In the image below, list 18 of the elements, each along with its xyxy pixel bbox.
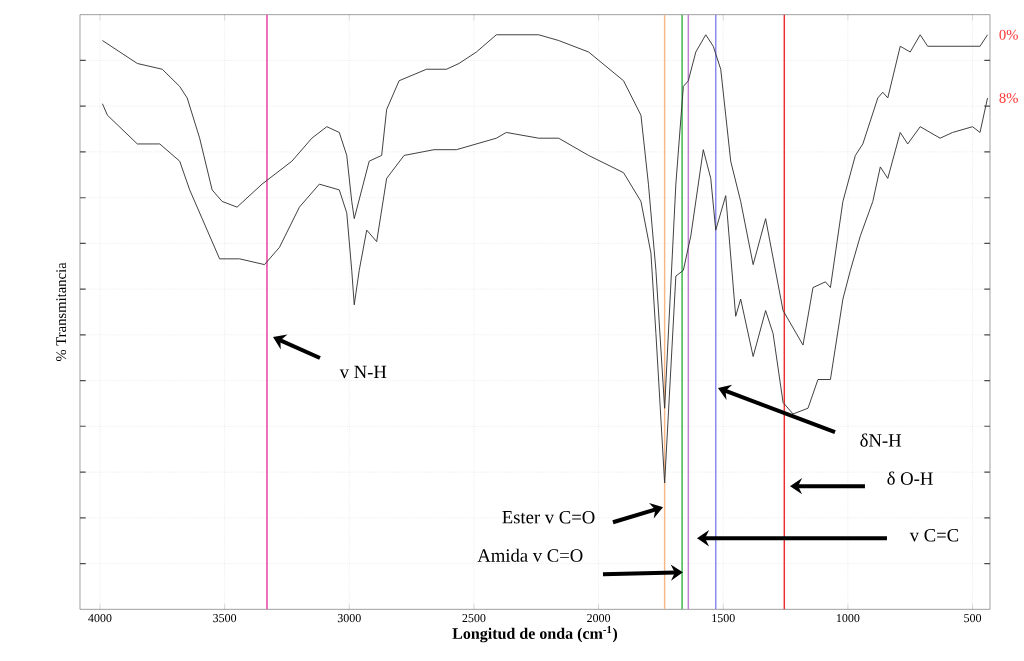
series-label: 0% xyxy=(999,29,1018,40)
annotation: Amida v C=O xyxy=(477,548,583,562)
y-axis-title: % Transmitancia xyxy=(56,262,67,362)
annotation: δ O-H xyxy=(887,471,933,485)
x-tick-label: 2000 xyxy=(587,614,611,623)
annotation: δN-H xyxy=(860,433,902,447)
x-tick-label: 3500 xyxy=(213,614,237,623)
x-tick-label: 1000 xyxy=(836,614,860,623)
series-label: 8% xyxy=(999,93,1018,103)
annotation: v N-H xyxy=(339,365,387,379)
x-tick-label: 2500 xyxy=(462,614,486,623)
annotation: Ester v C=O xyxy=(502,510,595,524)
x-tick-label: 1500 xyxy=(712,614,735,623)
x-tick-label: 4000 xyxy=(88,614,112,623)
x-tick-label: 3000 xyxy=(337,614,361,623)
text: Longitud de onda (cm$^{-1}$) xyxy=(452,625,618,643)
x-tick-label: 500 xyxy=(964,614,982,623)
annotation: v C=C xyxy=(909,528,959,542)
